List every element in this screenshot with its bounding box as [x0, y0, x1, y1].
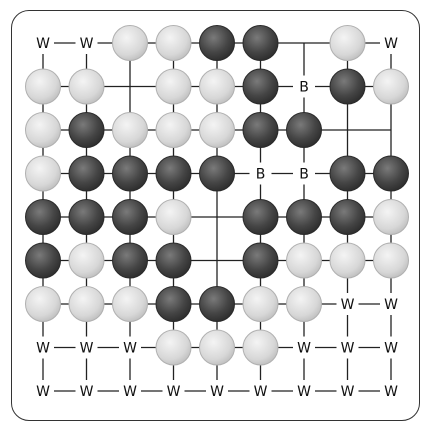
white-territory-label: W: [123, 384, 137, 400]
black-stone: [329, 68, 366, 105]
black-stone: [68, 155, 105, 192]
white-stone: [242, 329, 279, 366]
white-stone: [68, 286, 105, 322]
white-stone: [155, 199, 192, 235]
black-stone: [329, 155, 366, 192]
white-territory-label: W: [297, 341, 311, 357]
white-stone: [155, 112, 192, 148]
stones-layer: [25, 25, 409, 366]
black-territory-label: B: [299, 80, 309, 96]
black-stone: [155, 286, 192, 322]
white-territory-label: W: [384, 36, 398, 52]
white-territory-label: W: [341, 384, 355, 400]
white-stone: [199, 112, 235, 148]
white-territory-label: W: [210, 384, 224, 400]
white-territory-label: W: [80, 36, 94, 52]
white-stone: [199, 68, 235, 105]
black-stone: [242, 25, 279, 61]
white-territory-label: W: [36, 341, 50, 357]
black-stone: [242, 242, 279, 279]
white-stone: [242, 286, 279, 322]
white-stone: [373, 242, 409, 279]
white-stone: [68, 68, 105, 105]
white-stone: [25, 112, 61, 148]
white-stone: [329, 25, 366, 61]
black-stone: [242, 112, 279, 148]
white-territory-label: W: [297, 384, 311, 400]
white-stone: [112, 25, 148, 61]
black-stone: [68, 199, 105, 235]
white-stone: [155, 25, 192, 61]
black-territory-label: B: [299, 167, 309, 183]
territory-labels-layer: W W W B B B W W W W W W W W W W W W W W W W W: [36, 36, 398, 400]
black-stone: [242, 68, 279, 105]
white-stone: [155, 68, 192, 105]
black-stone: [199, 25, 235, 61]
white-territory-label: W: [36, 384, 50, 400]
white-stone: [25, 68, 61, 105]
white-stone: [199, 329, 235, 366]
black-stone: [199, 286, 235, 322]
black-stone: [112, 199, 148, 235]
black-stone: [286, 112, 322, 148]
white-stone: [68, 242, 105, 279]
white-stone: [155, 329, 192, 366]
white-territory-label: W: [80, 341, 94, 357]
black-stone: [286, 199, 322, 235]
white-territory-label: W: [341, 341, 355, 357]
black-stone: [25, 199, 61, 235]
black-territory-label: B: [256, 167, 266, 183]
white-stone: [286, 286, 322, 322]
black-stone: [25, 242, 61, 279]
white-stone: [25, 286, 61, 322]
white-stone: [25, 155, 61, 192]
black-stone: [242, 199, 279, 235]
white-territory-label: W: [123, 341, 137, 357]
white-stone: [373, 199, 409, 235]
white-territory-label: W: [384, 297, 398, 313]
black-stone: [155, 155, 192, 192]
white-territory-label: W: [254, 384, 268, 400]
white-territory-label: W: [384, 384, 398, 400]
white-territory-label: W: [341, 297, 355, 313]
white-stone: [286, 242, 322, 279]
white-stone: [373, 68, 409, 105]
black-stone: [112, 155, 148, 192]
black-stone: [68, 112, 105, 148]
white-territory-label: W: [167, 384, 181, 400]
white-territory-label: W: [80, 384, 94, 400]
white-stone: [329, 242, 366, 279]
white-stone: [112, 286, 148, 322]
black-stone: [112, 242, 148, 279]
black-stone: [373, 155, 409, 192]
white-stone: [112, 112, 148, 148]
white-territory-label: W: [36, 36, 50, 52]
black-stone: [329, 199, 366, 235]
black-stone: [155, 242, 192, 279]
white-territory-label: W: [384, 341, 398, 357]
black-stone: [199, 155, 235, 192]
